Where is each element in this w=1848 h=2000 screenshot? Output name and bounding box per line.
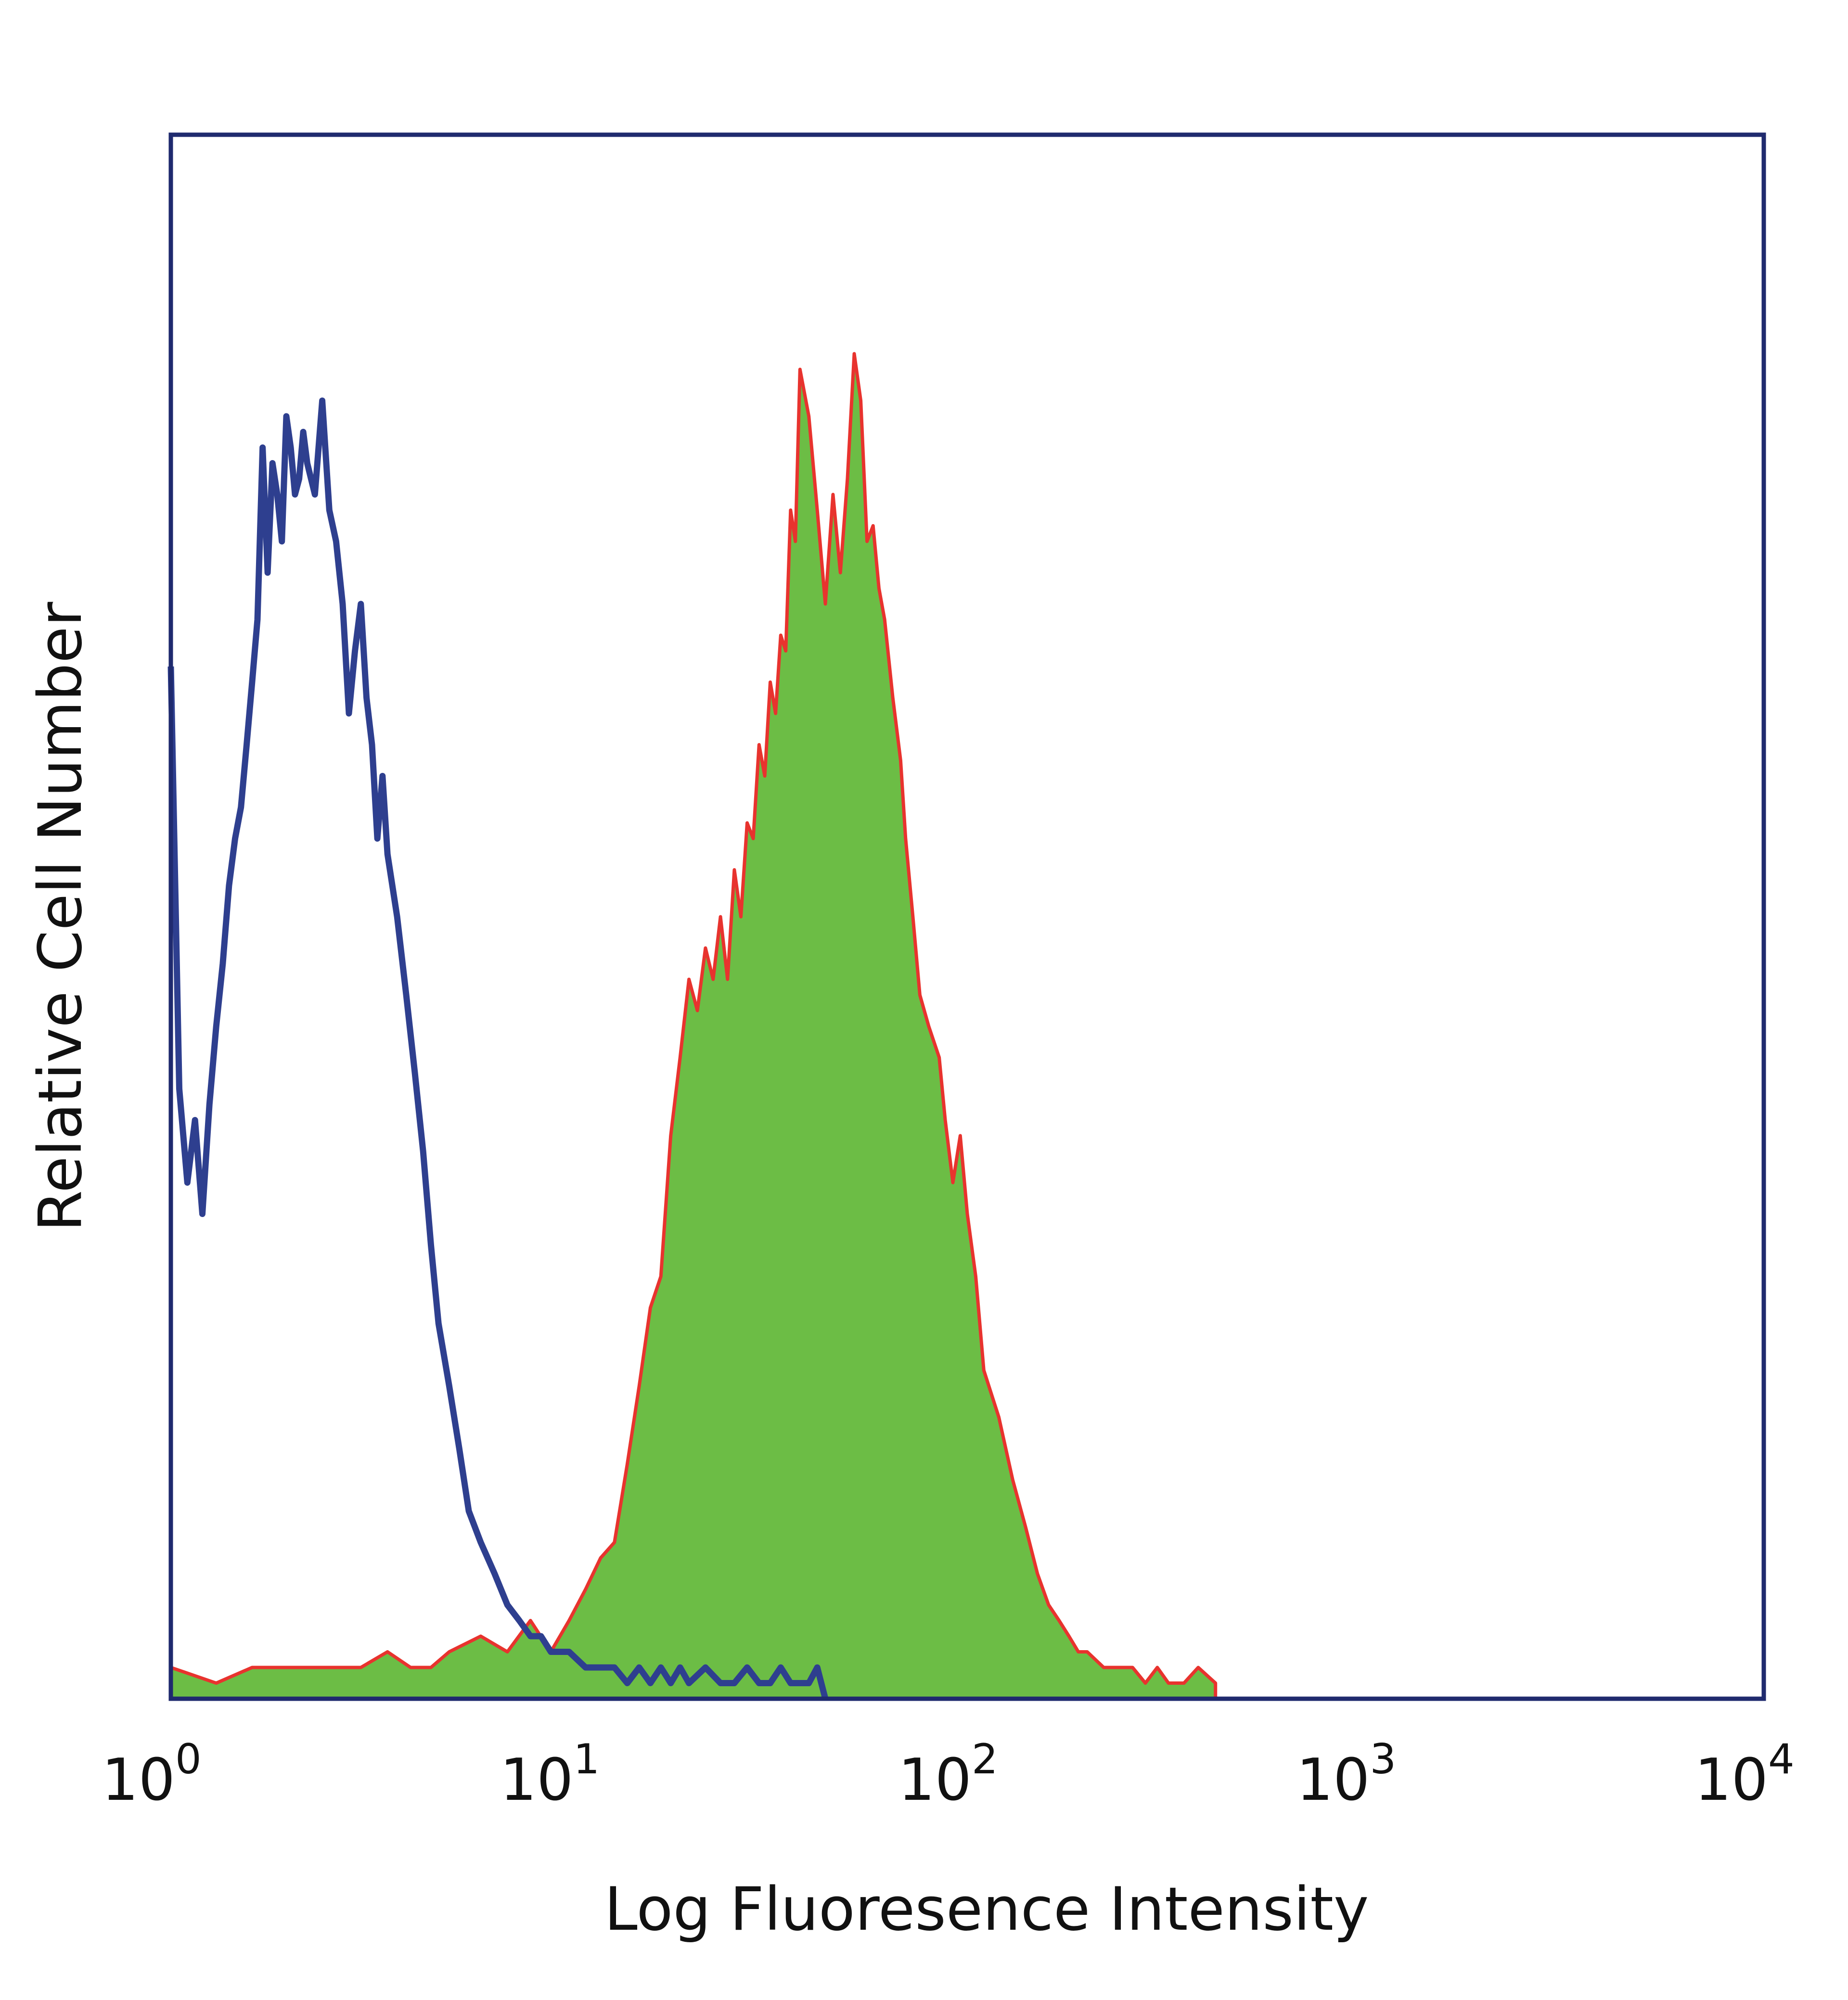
- x-tick-exponent: 1: [573, 1735, 600, 1783]
- x-tick-label: 103: [1296, 1735, 1396, 1814]
- filled-histogram-series: [169, 352, 1218, 1701]
- x-tick-exponent: 2: [972, 1735, 998, 1783]
- x-tick-exponent: 0: [175, 1735, 202, 1783]
- outline-histogram-series: [167, 397, 829, 1700]
- x-tick-base: 10: [898, 1747, 972, 1814]
- x-tick-label: 101: [500, 1735, 600, 1814]
- x-tick-base: 10: [1694, 1747, 1768, 1814]
- x-tick-label: 102: [898, 1735, 998, 1814]
- x-tick-exponent: 3: [1370, 1735, 1396, 1783]
- plot-frame: [168, 132, 1766, 1701]
- x-axis-title: Log Fluoresence Intensity: [604, 1875, 1369, 1944]
- plot-series: [167, 352, 1218, 1701]
- x-tick-label: 100: [102, 1735, 201, 1814]
- x-tick-base: 10: [102, 1747, 175, 1814]
- x-tick-base: 10: [1296, 1747, 1370, 1814]
- x-tick-exponent: 4: [1768, 1735, 1795, 1783]
- y-axis-title: Relative Cell Number: [26, 602, 95, 1232]
- x-axis-tick-labels: 100 101 102 103 104: [102, 1735, 1794, 1814]
- x-tick-base: 10: [500, 1747, 574, 1814]
- x-tick-label: 104: [1694, 1735, 1794, 1814]
